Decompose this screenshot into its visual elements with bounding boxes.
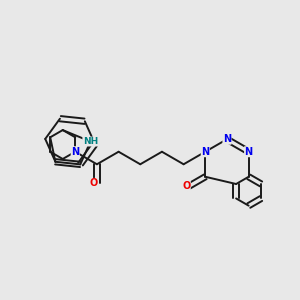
Text: NH: NH: [83, 137, 98, 146]
Text: O: O: [90, 178, 98, 188]
Text: N: N: [244, 147, 253, 157]
Text: N: N: [201, 147, 209, 157]
Text: O: O: [182, 181, 190, 191]
Text: N: N: [71, 147, 79, 157]
Text: N: N: [223, 134, 231, 144]
